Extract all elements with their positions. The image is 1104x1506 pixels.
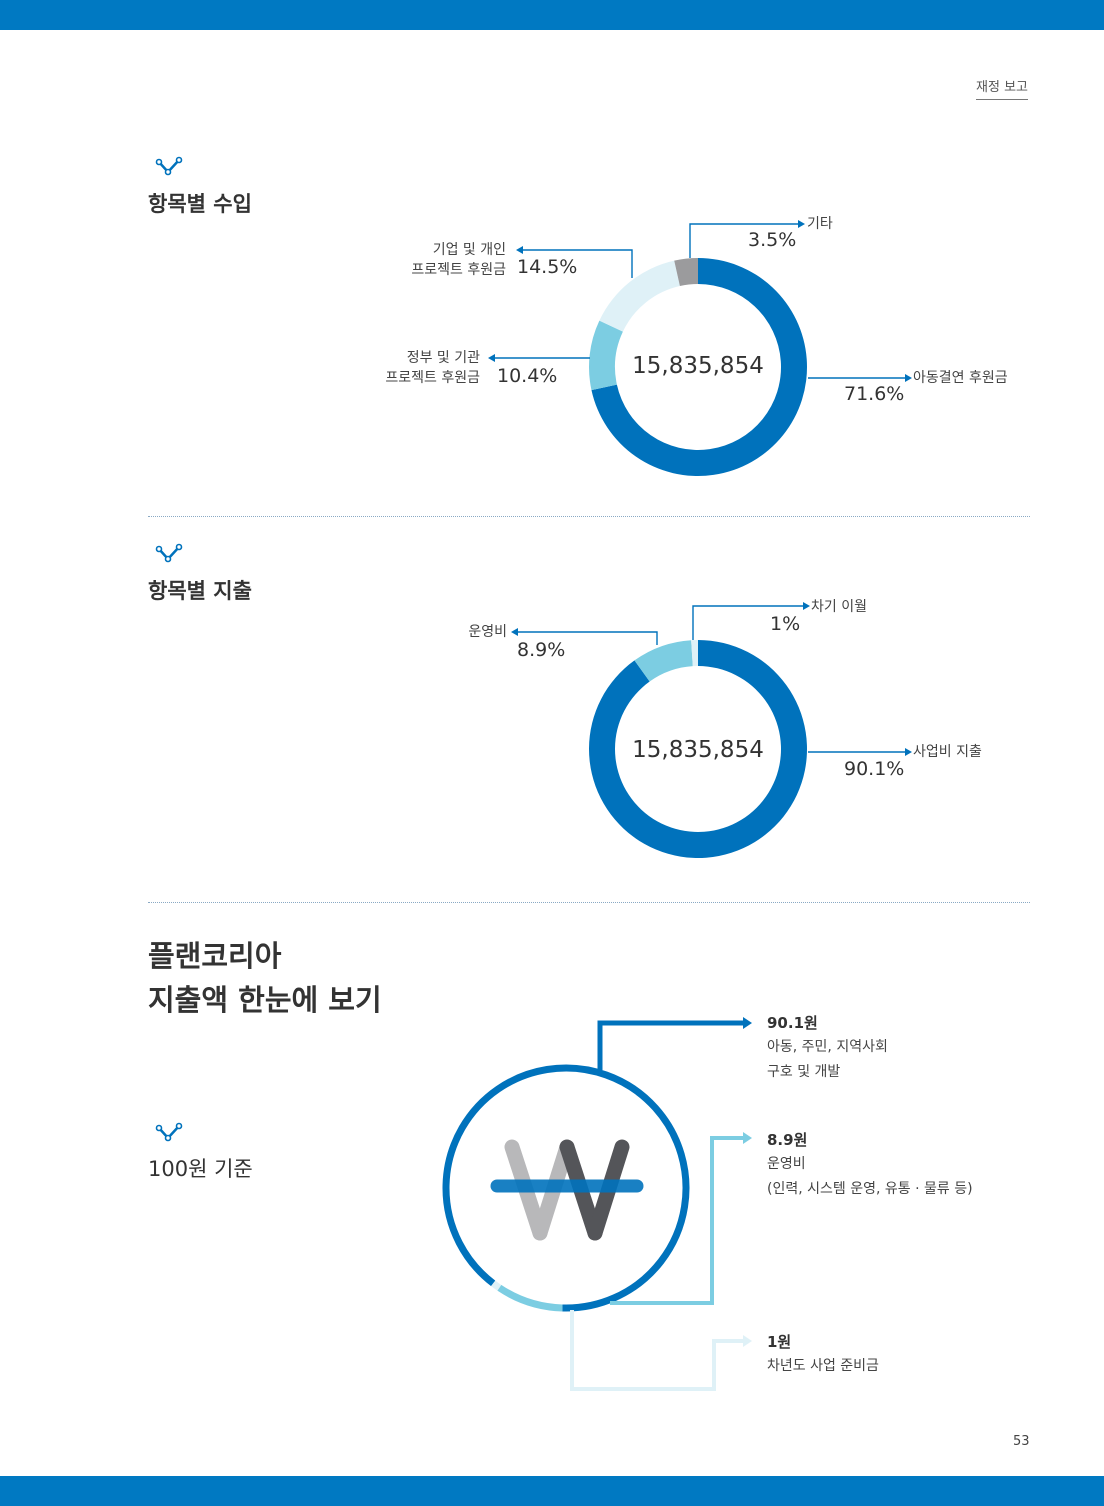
arrow-operating <box>511 628 518 636</box>
won-ring-arc-1 <box>497 1284 563 1312</box>
label-sponsorship: 아동결연 후원금 <box>913 370 1008 386</box>
connector-carryover <box>570 1310 744 1391</box>
arrow-other <box>798 220 805 228</box>
section-divider <box>148 516 1030 517</box>
connector-operating <box>610 1136 744 1305</box>
pct-government: 10.4% <box>497 365 558 387</box>
won-ring-chart <box>442 1064 690 1312</box>
expense-slice-2 <box>691 640 698 667</box>
pct-business: 90.1% <box>844 758 905 780</box>
connector-business <box>597 1020 744 1070</box>
won-symbol-icon <box>490 1139 644 1241</box>
pct-sponsorship: 71.6% <box>844 383 905 405</box>
won-ring-arc-0 <box>442 1064 690 1312</box>
chevron-nodes-icon <box>155 543 183 563</box>
leader-operating <box>517 631 658 645</box>
won-ring-arc-2 <box>491 1280 502 1291</box>
arrow-business-won <box>743 1017 752 1029</box>
chevron-nodes-icon <box>155 1122 183 1142</box>
label-other: 기타 <box>807 216 833 232</box>
label-operating: 운영비 <box>468 624 507 640</box>
expense-title: 항목별 지출 <box>148 579 252 603</box>
pct-carryover: 1% <box>770 613 801 635</box>
running-head: 재정 보고 <box>976 76 1028 100</box>
won-amount-carryover: 1원 <box>767 1333 792 1351</box>
income-leader-lines <box>494 223 906 753</box>
basis-label: 100원 기준 <box>148 1157 253 1181</box>
pct-operating: 8.9% <box>517 639 566 661</box>
label-corporate: 기업 및 개인 프로젝트 후원금 <box>411 242 506 278</box>
arrow-business <box>905 748 912 756</box>
expense-total: 15,835,854 <box>632 737 764 763</box>
leader-corporate <box>522 249 633 278</box>
arrow-carryover-won <box>743 1335 752 1347</box>
pct-other: 3.5% <box>748 229 797 251</box>
income-title: 항목별 수입 <box>148 192 252 216</box>
leader-arrowheads <box>488 220 912 756</box>
income-donut-chart <box>589 258 807 476</box>
leader-other <box>689 223 798 258</box>
expense-donut-chart <box>589 640 808 858</box>
label-carryover: 차기 이월 <box>811 599 867 615</box>
overview-title: 플랜코리아 지출액 한눈에 보기 <box>148 939 382 1017</box>
won-desc-business: 아동, 주민, 지역사회 구호 및 개발 <box>767 1039 888 1080</box>
income-total: 15,835,854 <box>632 353 764 379</box>
label-business: 사업비 지출 <box>913 744 982 760</box>
arrow-government <box>488 354 495 362</box>
leader-carryover <box>692 605 804 640</box>
arrow-corporate <box>516 246 523 254</box>
won-amount-business: 90.1원 <box>767 1014 818 1032</box>
top-banner <box>0 0 1104 30</box>
arrow-carryover <box>803 602 810 610</box>
won-amount-operating: 8.9원 <box>767 1131 808 1149</box>
expense-slice-1 <box>634 640 693 682</box>
arrow-sponsorship <box>905 374 912 382</box>
pct-corporate: 14.5% <box>517 256 578 278</box>
section-divider <box>148 902 1030 903</box>
won-desc-carryover: 차년도 사업 준비금 <box>767 1358 879 1374</box>
won-desc-operating: 운영비 (인력, 시스템 운영, 유통 · 물류 등) <box>767 1156 973 1197</box>
bottom-banner <box>0 1476 1104 1506</box>
income-slice-3 <box>674 258 698 286</box>
page-number: 53 <box>1013 1434 1030 1449</box>
label-government: 정부 및 기관 프로젝트 후원금 <box>385 350 480 386</box>
income-slice-1 <box>589 320 623 391</box>
income-slice-2 <box>599 260 680 332</box>
arrow-operating-won <box>743 1132 752 1144</box>
chevron-nodes-icon <box>155 156 183 176</box>
